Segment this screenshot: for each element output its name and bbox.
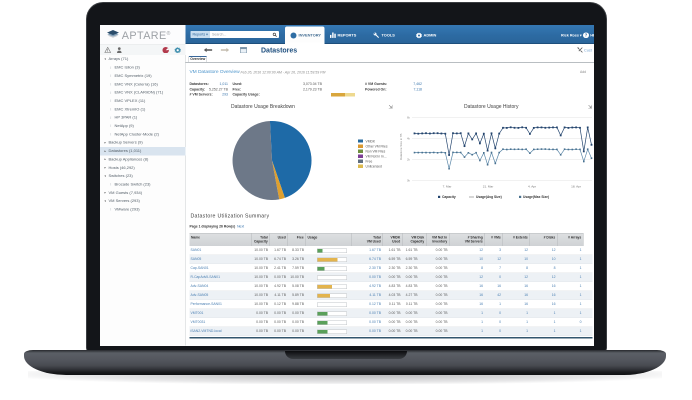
svg-text:0k: 0k <box>407 179 411 183</box>
svg-text:2k: 2k <box>407 158 411 162</box>
svg-text:Usage(Max Size): Usage(Max Size) <box>523 195 549 199</box>
svg-text:Capacity: Capacity <box>442 195 456 199</box>
svg-text:18. Apr: 18. Apr <box>571 185 581 189</box>
svg-text:6k: 6k <box>407 116 411 120</box>
svg-text:7. Mar: 7. Mar <box>443 185 452 189</box>
svg-text:21. Mar: 21. Mar <box>483 185 494 189</box>
svg-text:4. Apr: 4. Apr <box>528 185 536 189</box>
svg-text:Usage(Avg Size): Usage(Avg Size) <box>476 195 502 199</box>
svg-text:Datastore Size in TB: Datastore Size in TB <box>399 133 403 160</box>
svg-text:4k: 4k <box>407 137 411 141</box>
